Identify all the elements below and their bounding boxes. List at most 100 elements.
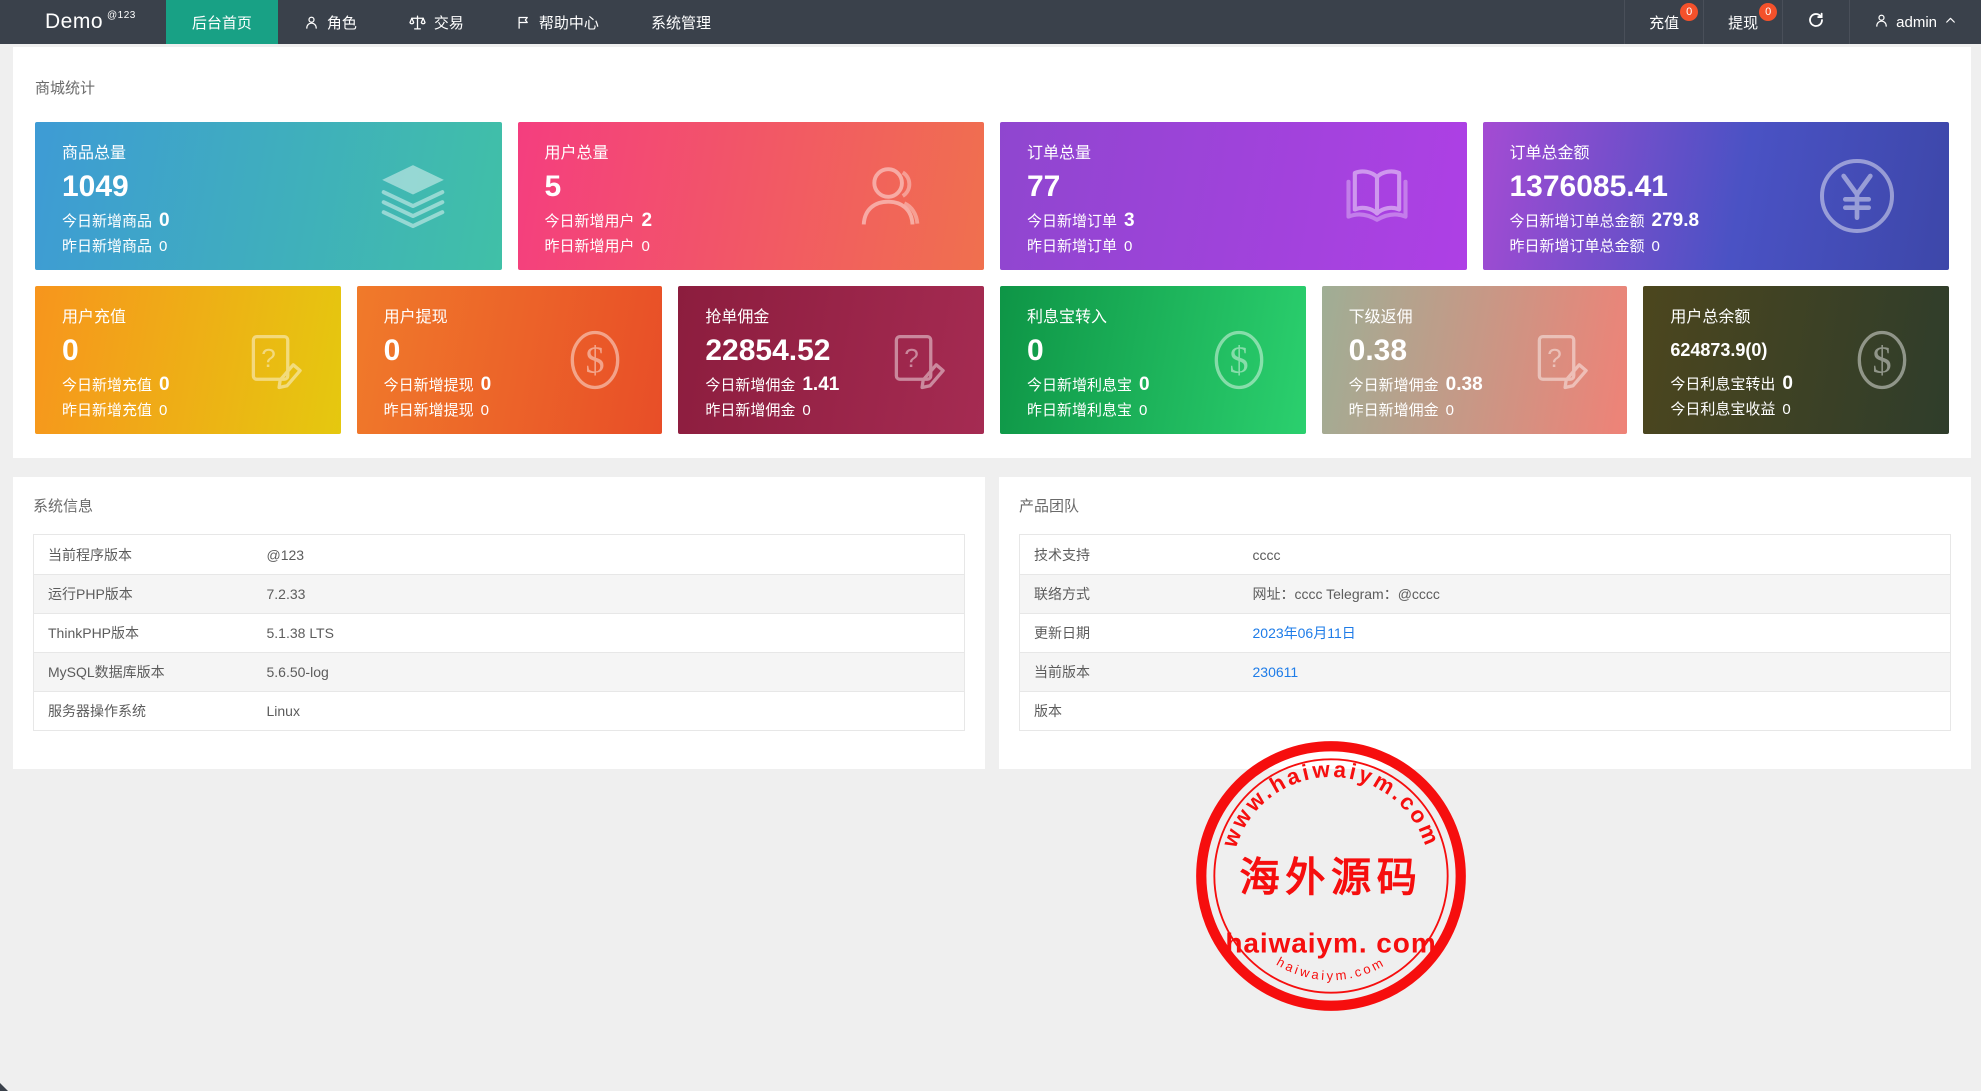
row-label: 服务器操作系统 bbox=[48, 703, 146, 719]
stat-today-line: 今日利息宝转出 0 bbox=[1670, 373, 1949, 395]
bottom-left-corner-artifact bbox=[0, 1083, 8, 1091]
tab-label: 系统管理 bbox=[650, 14, 711, 32]
stat-today-label: 今日新增充值 bbox=[62, 376, 153, 394]
stat-card-grab-commission: 抢单佣金 22854.52 今日新增佣金 1.41 昨日新增佣金 0 ? bbox=[678, 286, 984, 434]
tab-help-center[interactable]: 帮助中心 bbox=[490, 0, 625, 44]
row-label: 运行PHP版本 bbox=[48, 586, 133, 602]
stat-today-value: 0 bbox=[1139, 373, 1150, 395]
stat-value: 0 bbox=[1026, 334, 1044, 367]
stat-yesterday-label: 昨日新增用户 bbox=[544, 237, 635, 255]
stat-title: 用户充值 bbox=[62, 309, 127, 326]
stat-yesterday-value: 0 bbox=[1124, 237, 1133, 255]
yen-circle-icon bbox=[1820, 159, 1894, 233]
tab-dashboard[interactable]: 后台首页 bbox=[165, 0, 278, 44]
row-label: 技术支持 bbox=[1034, 546, 1090, 563]
layers-icon bbox=[381, 165, 444, 229]
table-row: 当前程序版本 @123 bbox=[34, 535, 964, 574]
dollar-circle-icon: $ bbox=[1857, 330, 1907, 390]
svg-text:?: ? bbox=[1548, 343, 1563, 373]
stat-value: 22854.52 bbox=[705, 334, 831, 367]
stat-title: 用户总量 bbox=[544, 145, 609, 162]
stat-card-user-recharge: 用户充值 0 今日新增充值 0 昨日新增充值 0 ? bbox=[35, 286, 341, 434]
stat-today-label: 今日新增佣金 bbox=[705, 376, 796, 394]
stat-yesterday-value: 0 bbox=[641, 237, 650, 255]
stat-today-label: 今日新增利息宝 bbox=[1026, 376, 1132, 394]
stat-today-line: 今日新增订单 3 bbox=[1027, 210, 1467, 232]
svg-text:$: $ bbox=[1229, 339, 1248, 381]
product-team-panel: 产品团队 技术支持 cccc 联络方式 网址：cccc Telegram：@cc… bbox=[999, 477, 1971, 769]
stat-today-value: 0 bbox=[159, 373, 170, 395]
stat-yesterday-value: 0 bbox=[480, 401, 490, 419]
stat-today-label: 今日新增订单总金额 bbox=[1509, 212, 1645, 230]
stat-yesterday-label: 昨日新增订单总金额 bbox=[1509, 237, 1645, 255]
row-label: 联络方式 bbox=[1034, 586, 1090, 602]
stat-yesterday-line: 昨日新增佣金 0 bbox=[1349, 399, 1628, 420]
brand-logo[interactable]: Demo @123 bbox=[0, 0, 166, 44]
system-info-table: 当前程序版本 @123 运行PHP版本 7.2.33 ThinkPHP版本 5.… bbox=[33, 534, 965, 731]
svg-text:$: $ bbox=[1872, 339, 1891, 381]
stat-today-label: 今日新增佣金 bbox=[1348, 376, 1439, 394]
stat-today-line: 今日新增佣金 0.38 bbox=[1349, 374, 1628, 396]
brand-text: Demo bbox=[45, 10, 104, 33]
stat-title: 商品总量 bbox=[62, 145, 127, 162]
table-row: 当前版本 230611 bbox=[1020, 652, 1950, 691]
stat-today-value: 0.38 bbox=[1445, 373, 1483, 395]
stat-yesterday-line: 昨日新增订单 0 bbox=[1027, 235, 1467, 256]
stat-today-label: 今日新增订单 bbox=[1027, 212, 1118, 230]
product-team-title: 产品团队 bbox=[1019, 498, 1080, 515]
row-label: MySQL数据库版本 bbox=[48, 664, 165, 680]
stat-yesterday-label: 昨日新增佣金 bbox=[1348, 401, 1439, 419]
refresh-button[interactable] bbox=[1782, 0, 1849, 44]
book-icon bbox=[1345, 169, 1408, 222]
flag-icon bbox=[516, 15, 531, 30]
table-row: 服务器操作系统 Linux bbox=[34, 691, 964, 730]
watermark-stamp: www.haiwaiym.com 海外源码 haiwaiym. com haiw… bbox=[1196, 741, 1466, 1011]
current-version-link[interactable]: 230611 bbox=[1252, 664, 1299, 680]
row-value: @123 bbox=[266, 546, 305, 563]
tab-system-admin[interactable]: 系统管理 bbox=[625, 0, 737, 44]
dollar-circle-icon: $ bbox=[570, 330, 620, 390]
navbar-right-actions: 充值 0 提现 0 admin bbox=[1624, 0, 1981, 44]
row-value: cccc bbox=[1252, 546, 1281, 563]
recharge-label: 充值 bbox=[1649, 14, 1680, 32]
tab-roles[interactable]: 角色 bbox=[278, 0, 383, 44]
tab-label: 角色 bbox=[326, 14, 357, 32]
svg-text:?: ? bbox=[904, 343, 919, 373]
withdraw-button[interactable]: 提现 0 bbox=[1703, 0, 1782, 44]
user-menu[interactable]: admin bbox=[1849, 0, 1981, 44]
stat-title: 订单总金额 bbox=[1509, 145, 1590, 162]
stat-card-orders: 订单总量 77 今日新增订单 3 昨日新增订单 0 bbox=[1000, 122, 1467, 270]
stat-today-value: 3 bbox=[1124, 209, 1135, 231]
update-date-link[interactable]: 2023年06月11日 bbox=[1252, 625, 1356, 641]
stat-card-users: 用户总量 5 今日新增用户 2 昨日新增用户 0 bbox=[517, 122, 984, 270]
brand-version: @123 bbox=[107, 9, 136, 21]
stat-today-value: 279.8 bbox=[1651, 209, 1700, 231]
info-panels: 系统信息 当前程序版本 @123 运行PHP版本 7.2.33 ThinkPHP… bbox=[13, 477, 1971, 769]
stat-title: 用户总余额 bbox=[1670, 309, 1751, 326]
recharge-button[interactable]: 充值 0 bbox=[1624, 0, 1703, 44]
scales-icon bbox=[409, 14, 426, 31]
row-label: 版本 bbox=[1034, 703, 1062, 719]
dollar-circle-icon: $ bbox=[1214, 330, 1263, 390]
top-navbar: Demo @123 后台首页 角色 交易 bbox=[0, 0, 1981, 44]
refresh-icon bbox=[1807, 11, 1825, 33]
tab-label: 帮助中心 bbox=[538, 14, 599, 32]
stat-title: 下级返佣 bbox=[1348, 309, 1413, 326]
row-value: 网址：cccc Telegram：@cccc bbox=[1252, 586, 1440, 602]
stat-yesterday-line: 昨日新增订单总金额 0 bbox=[1510, 235, 1950, 256]
stat-card-user-withdraw: 用户提现 0 今日新增提现 0 昨日新增提现 0 $ bbox=[356, 286, 663, 434]
table-row: MySQL数据库版本 5.6.50-log bbox=[34, 652, 964, 691]
stat-card-interest-in: 利息宝转入 0 今日新增利息宝 0 昨日新增利息宝 0 $ bbox=[999, 286, 1306, 434]
withdraw-badge: 0 bbox=[1759, 3, 1778, 21]
stat-yesterday-value: 0 bbox=[802, 401, 811, 419]
stat-yesterday-line: 昨日新增充值 0 bbox=[62, 399, 341, 420]
stat-value: 0 bbox=[383, 334, 401, 367]
user-icon bbox=[1874, 13, 1889, 32]
stat-title: 抢单佣金 bbox=[705, 309, 770, 326]
stats-row-2: 用户充值 0 今日新增充值 0 昨日新增充值 0 ? 用户提现 0 今日新增提现… bbox=[35, 286, 1949, 434]
document-question-icon: ? bbox=[251, 334, 302, 390]
stat-today-value: 0 bbox=[159, 209, 170, 231]
stat-value: 0 bbox=[62, 334, 79, 367]
stat-yesterday-label: 昨日新增提现 bbox=[383, 401, 474, 419]
tab-trade[interactable]: 交易 bbox=[383, 0, 490, 44]
